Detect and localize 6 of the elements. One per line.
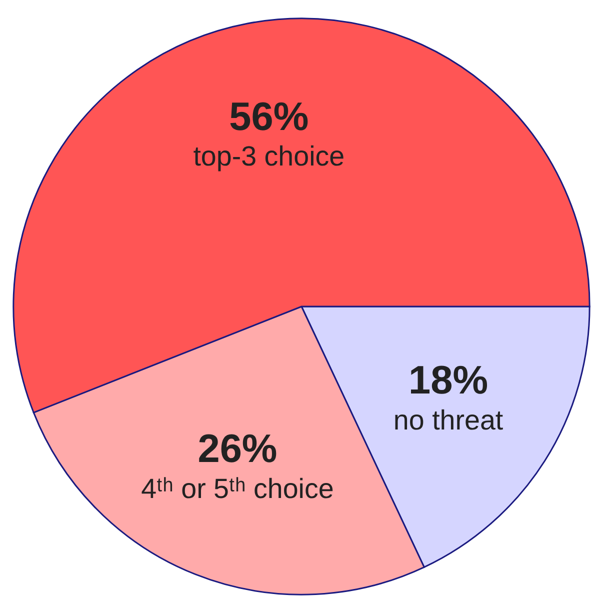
- data-label: 26%: [198, 427, 278, 472]
- slice-label: top-3 choice: [193, 140, 345, 172]
- slice-label: 4ᵗʰ or 5ᵗʰ choice: [141, 472, 334, 504]
- data-label: 56%: [229, 94, 309, 139]
- data-label: 18%: [408, 358, 488, 403]
- slice-label: no threat: [393, 404, 504, 436]
